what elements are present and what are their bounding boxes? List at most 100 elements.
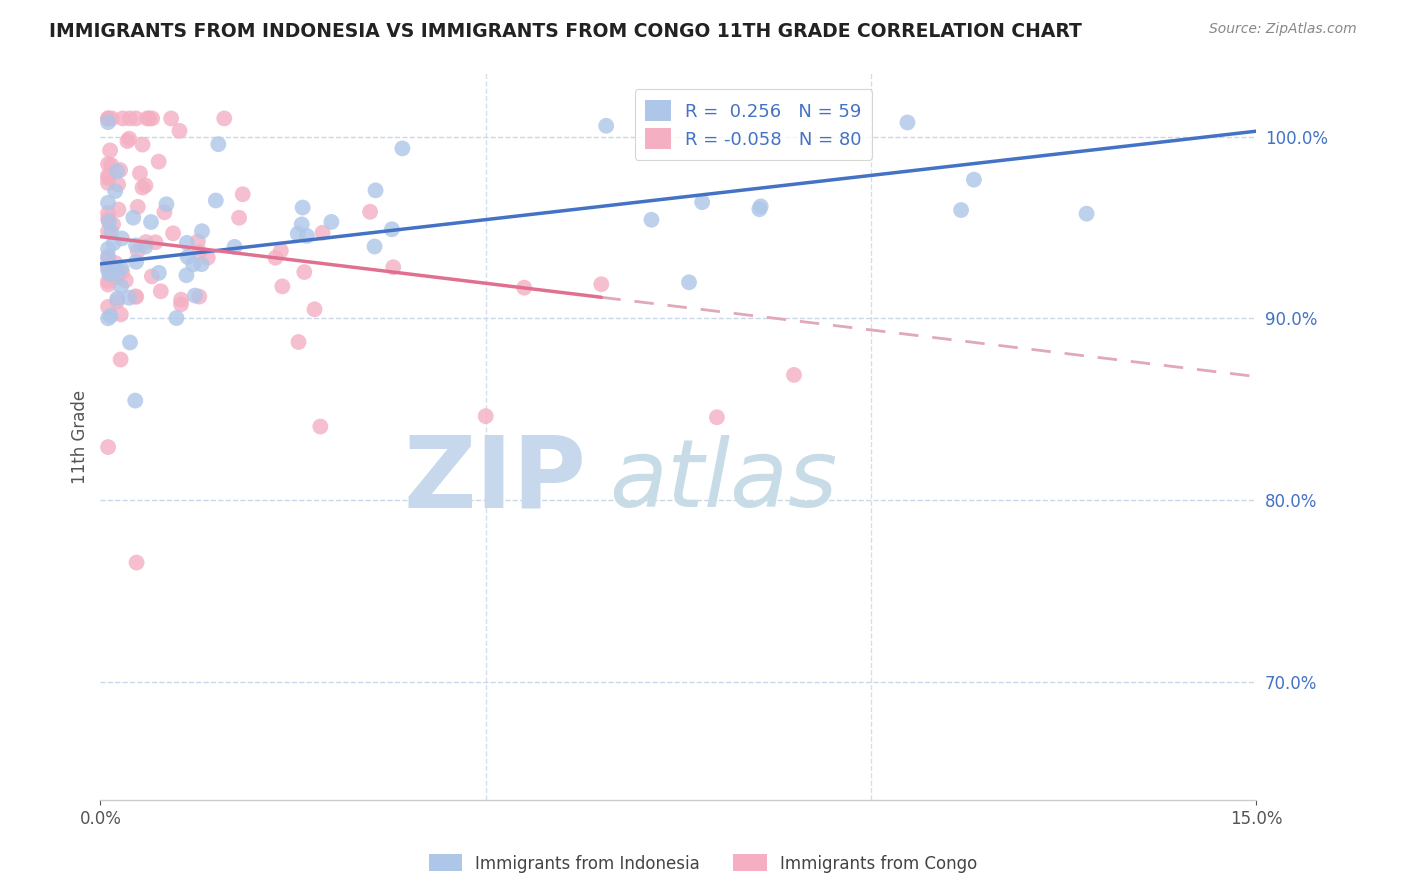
Point <box>191 224 214 238</box>
Point <box>187 235 209 249</box>
Point <box>188 290 211 304</box>
Point <box>97 258 120 272</box>
Point <box>706 410 728 425</box>
Text: IMMIGRANTS FROM INDONESIA VS IMMIGRANTS FROM CONGO 11TH GRADE CORRELATION CHART: IMMIGRANTS FROM INDONESIA VS IMMIGRANTS … <box>49 22 1083 41</box>
Legend: R =  0.256   N = 59, R = -0.058   N = 80: R = 0.256 N = 59, R = -0.058 N = 80 <box>634 89 873 160</box>
Point <box>359 204 381 219</box>
Point <box>190 257 212 271</box>
Point <box>97 115 120 129</box>
Point <box>141 269 163 284</box>
Point <box>153 205 176 219</box>
Point <box>97 440 120 454</box>
Point <box>108 163 131 178</box>
Point <box>127 200 149 214</box>
Point <box>111 112 134 126</box>
Point <box>101 112 124 126</box>
Point <box>124 289 146 303</box>
Point <box>105 164 128 178</box>
Point <box>110 307 132 321</box>
Point <box>97 169 120 183</box>
Point <box>124 393 146 408</box>
Point <box>197 251 219 265</box>
Point <box>364 183 387 197</box>
Point <box>382 260 405 275</box>
Point <box>100 309 122 323</box>
Point <box>103 236 125 251</box>
Point <box>184 288 207 302</box>
Point <box>291 201 314 215</box>
Point <box>125 255 148 269</box>
Point <box>104 184 127 198</box>
Point <box>97 171 120 186</box>
Point <box>103 261 125 276</box>
Point <box>292 265 315 279</box>
Point <box>181 257 204 271</box>
Point <box>176 268 198 283</box>
Point <box>309 419 332 434</box>
Point <box>224 240 246 254</box>
Point <box>97 215 120 229</box>
Point <box>98 144 121 158</box>
Point <box>1076 207 1098 221</box>
Point <box>100 225 122 239</box>
Point <box>131 137 153 152</box>
Point <box>148 266 170 280</box>
Point <box>97 263 120 277</box>
Point <box>97 157 120 171</box>
Point <box>97 274 120 288</box>
Point <box>129 166 152 180</box>
Point <box>287 227 309 241</box>
Text: atlas: atlas <box>609 434 837 525</box>
Point <box>97 212 120 227</box>
Point <box>125 238 148 252</box>
Point <box>104 256 127 270</box>
Point <box>160 112 183 126</box>
Point <box>131 180 153 194</box>
Point <box>97 260 120 275</box>
Point <box>105 266 128 280</box>
Point <box>139 215 162 229</box>
Point <box>97 206 120 220</box>
Point <box>122 211 145 225</box>
Point <box>114 273 136 287</box>
Point <box>291 218 314 232</box>
Point <box>136 112 159 126</box>
Point <box>97 242 120 256</box>
Point <box>118 335 141 350</box>
Point <box>110 279 132 293</box>
Point <box>149 284 172 298</box>
Point <box>107 270 129 285</box>
Point <box>141 112 163 126</box>
Point <box>118 112 141 126</box>
Point <box>97 252 120 266</box>
Point <box>381 222 404 236</box>
Point <box>595 119 617 133</box>
Point <box>97 277 120 292</box>
Point <box>98 268 121 282</box>
Point <box>232 187 254 202</box>
Point <box>97 311 120 326</box>
Point <box>97 112 120 126</box>
Point <box>97 112 120 126</box>
Point <box>97 176 120 190</box>
Point <box>107 202 129 217</box>
Point <box>295 229 318 244</box>
Point <box>97 224 120 238</box>
Point <box>271 279 294 293</box>
Point <box>117 134 139 148</box>
Point <box>134 239 156 253</box>
Point <box>97 249 120 263</box>
Point <box>101 218 124 232</box>
Point <box>111 231 134 245</box>
Point <box>155 197 177 211</box>
Point <box>391 141 413 155</box>
Point <box>118 291 141 305</box>
Point <box>127 244 149 259</box>
Point <box>138 112 160 126</box>
Point <box>264 251 287 265</box>
Point <box>110 260 132 275</box>
Point <box>100 158 122 172</box>
Point <box>207 137 229 152</box>
Point <box>749 199 772 213</box>
Point <box>97 195 120 210</box>
